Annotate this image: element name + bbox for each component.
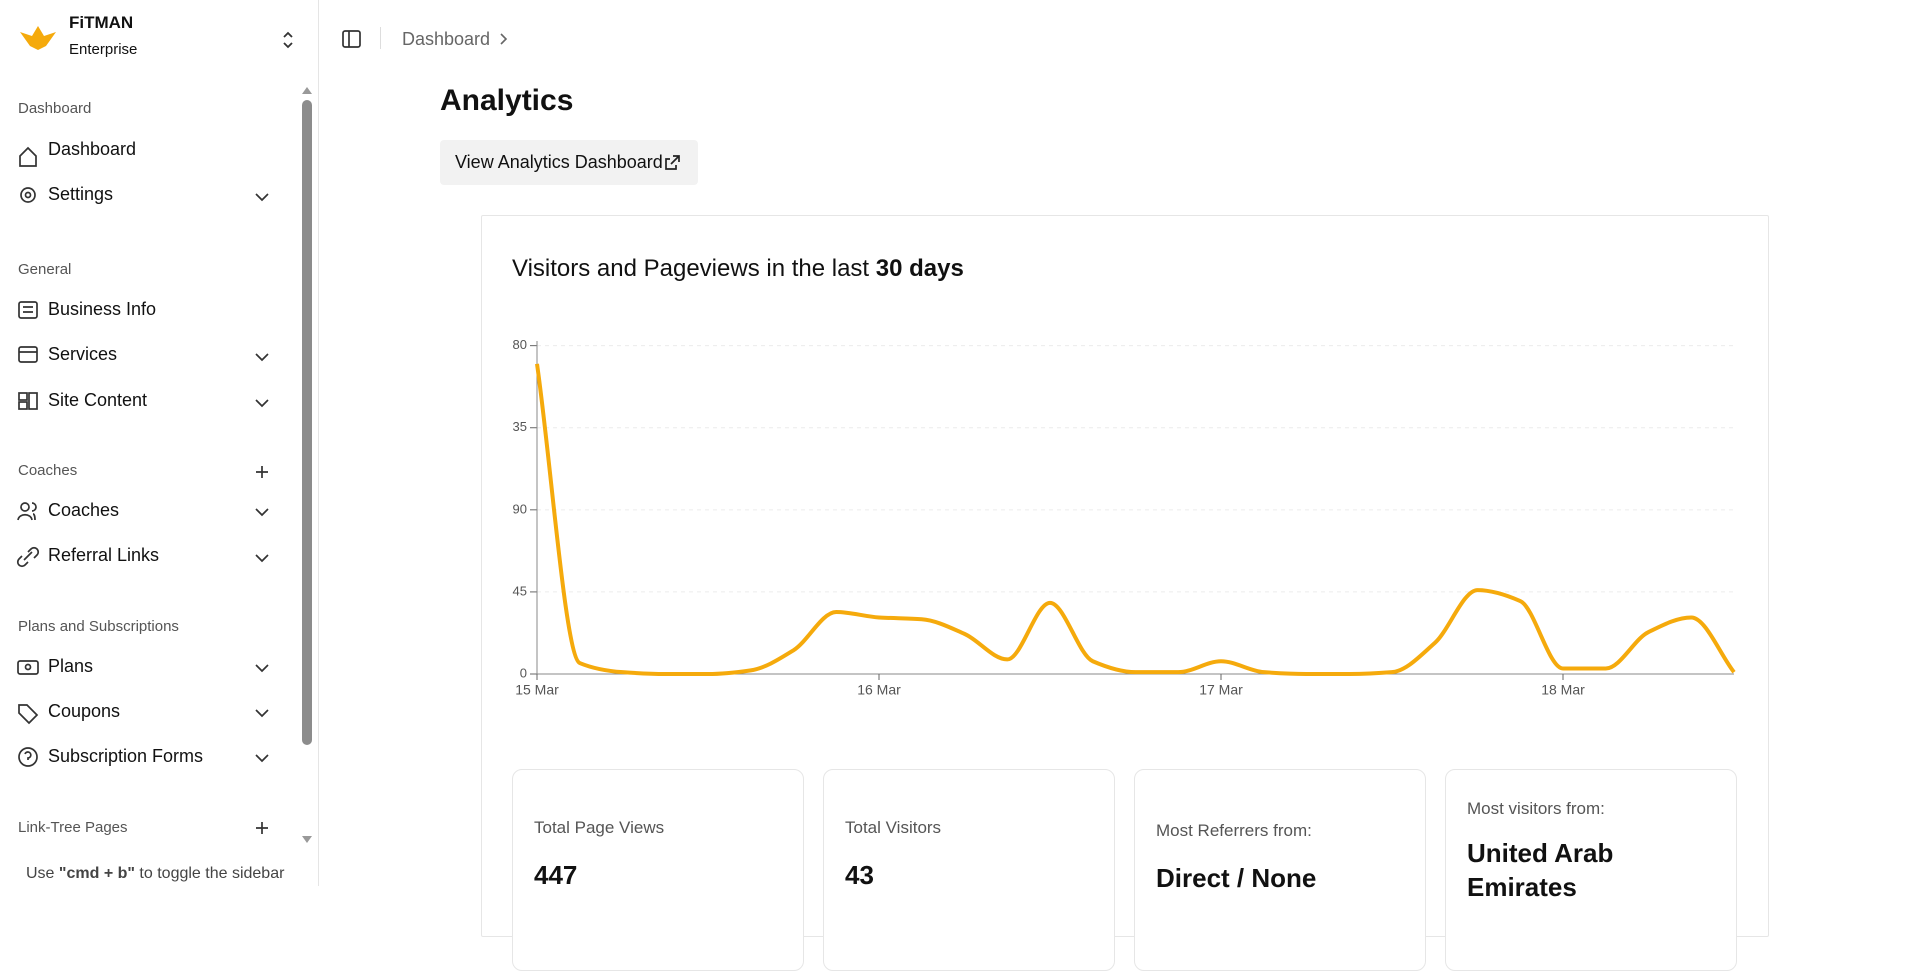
page: FiTMAN Enterprise Dashboard Dashboard Se… <box>0 0 1769 971</box>
external-icon <box>665 155 680 170</box>
nav-item[interactable]: Subscription Forms <box>48 746 204 766</box>
stat-label: Total Visitors <box>845 818 942 837</box>
stat-label: Most visitors from: <box>1467 799 1605 818</box>
brand-name: FiTMAN <box>69 13 134 32</box>
stat-value: 447 <box>534 860 578 890</box>
logo <box>20 26 56 50</box>
nav-item[interactable]: Dashboard <box>48 139 137 159</box>
group-label[interactable]: Plans and Subscriptions <box>18 618 179 635</box>
nav-item[interactable]: Referral Links <box>48 545 160 565</box>
nav-item[interactable]: Coaches <box>48 500 120 520</box>
hint-text: to toggle the sidebar <box>134 865 285 882</box>
stat-value: Direct / None <box>1156 863 1317 893</box>
stat-value: 43 <box>845 860 874 890</box>
stat-label: Most Referrers from: <box>1156 821 1312 840</box>
nav-item[interactable]: Services <box>48 344 118 364</box>
nav-item[interactable]: Coupons <box>48 701 121 721</box>
breadcrumb[interactable]: Dashboard <box>402 29 491 49</box>
button-label: View Analytics Dashboard <box>455 152 663 172</box>
nav-item[interactable]: Plans <box>48 656 94 676</box>
hint-text: Use <box>26 865 59 882</box>
stat-value: United Arab Emirates <box>1467 838 1614 902</box>
divider <box>380 27 381 49</box>
nav-item[interactable]: Business Info <box>48 299 157 319</box>
group-label[interactable]: Link-Tree Pages <box>18 819 128 836</box>
chart-title-emphasis: 30 days <box>875 255 964 282</box>
page-title: Analytics <box>440 84 574 117</box>
hint-keys: "cmd + b" <box>58 865 135 882</box>
group-label[interactable]: Coaches <box>18 462 78 479</box>
group-label: Dashboard <box>18 100 92 117</box>
group-label[interactable]: General <box>18 261 72 278</box>
nav-item[interactable]: Settings <box>48 184 114 204</box>
chart-title-text: Visitors and Pageviews in the last <box>512 255 870 282</box>
chart-title: Visitors and Pageviews in the last 30 da… <box>512 255 964 283</box>
stat-label: Total Page Views <box>534 818 665 837</box>
breadcrumb-sep <box>500 33 508 45</box>
hint: Use "cmd + b" to toggle the sidebar <box>26 865 284 883</box>
stat-card: Most visitors from: United Arab Emirates <box>1445 769 1737 971</box>
switch-icon[interactable] <box>280 30 296 50</box>
nav-item[interactable]: Site Content <box>48 390 148 410</box>
stat-card: Total Page Views 447 <box>512 769 804 971</box>
stat-card: Total Visitors 43 <box>823 769 1115 971</box>
analytics-button[interactable]: View Analytics Dashboard <box>440 140 698 185</box>
sidebar-toggle[interactable] <box>340 28 364 52</box>
stat-card: Most Referrers from: Direct / None <box>1134 769 1426 971</box>
sidebar: FiTMAN Enterprise Dashboard Dashboard Se… <box>0 0 319 886</box>
brand-plan: Enterprise <box>69 41 138 58</box>
